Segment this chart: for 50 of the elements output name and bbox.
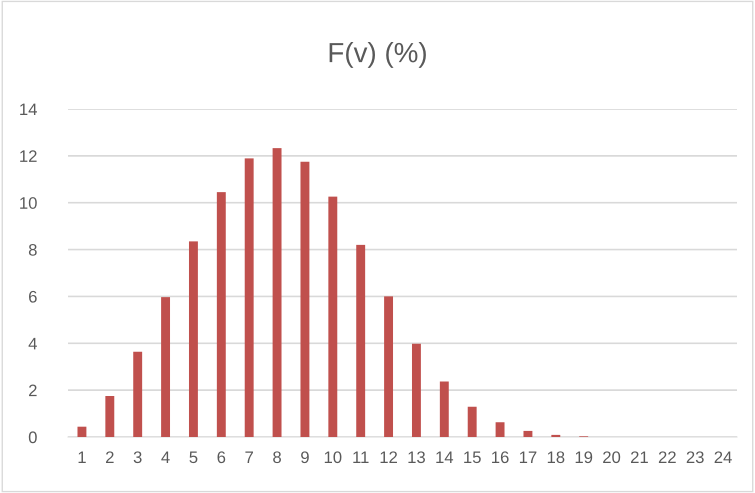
x-tick-label: 7 xyxy=(245,452,253,463)
bar xyxy=(356,244,366,437)
bar xyxy=(77,426,86,437)
y-tick-label: 6 xyxy=(29,290,37,303)
x-tick-label: 19 xyxy=(576,451,592,464)
chart-title: F(v) (%) xyxy=(330,42,426,68)
bar xyxy=(496,422,505,437)
bar xyxy=(188,241,198,437)
bar xyxy=(384,296,394,437)
x-tick-label: 23 xyxy=(686,451,704,464)
x-tick-label: 4 xyxy=(161,452,170,463)
bar xyxy=(300,162,310,437)
x-tick-label: 10 xyxy=(324,451,342,464)
bar xyxy=(133,352,142,437)
bar xyxy=(216,192,226,437)
bar xyxy=(440,381,449,437)
x-tick-label: 24 xyxy=(714,451,732,463)
y-tick-label: 14 xyxy=(20,104,37,116)
bar xyxy=(105,396,114,437)
y-tick-label: 10 xyxy=(20,197,37,209)
x-tick-label: 6 xyxy=(218,451,226,464)
bar xyxy=(328,196,338,437)
bar xyxy=(161,297,170,437)
bar xyxy=(272,148,282,437)
y-tick-label: 2 xyxy=(29,384,37,396)
y-tick-label: 12 xyxy=(20,150,37,162)
x-tick-label: 15 xyxy=(464,452,481,464)
x-tick-label: 2 xyxy=(106,451,114,463)
x-tick-label: 12 xyxy=(380,451,397,463)
y-tick-label: 8 xyxy=(28,244,37,256)
x-tick-label: 8 xyxy=(273,451,281,464)
x-tick-label: 13 xyxy=(408,451,425,464)
x-tick-label: 21 xyxy=(631,451,648,463)
x-tick-label: 18 xyxy=(548,451,564,464)
x-tick-label: 22 xyxy=(658,451,676,463)
bar xyxy=(468,406,477,437)
x-tick-label: 14 xyxy=(436,452,454,463)
bar xyxy=(523,430,532,437)
x-tick-label: 16 xyxy=(492,451,509,464)
x-tick-label: 3 xyxy=(134,451,142,464)
x-tick-label: 1 xyxy=(78,452,86,463)
y-tick-label: 4 xyxy=(28,338,37,350)
x-tick-label: 11 xyxy=(353,452,369,463)
x-tick-label: 17 xyxy=(520,452,536,463)
x-tick-label: 9 xyxy=(301,451,309,464)
x-tick-label: 5 xyxy=(189,452,198,464)
y-tick-label: 0 xyxy=(28,431,37,444)
x-tick-label: 20 xyxy=(603,451,620,464)
bar xyxy=(244,158,254,437)
bar xyxy=(412,344,421,437)
